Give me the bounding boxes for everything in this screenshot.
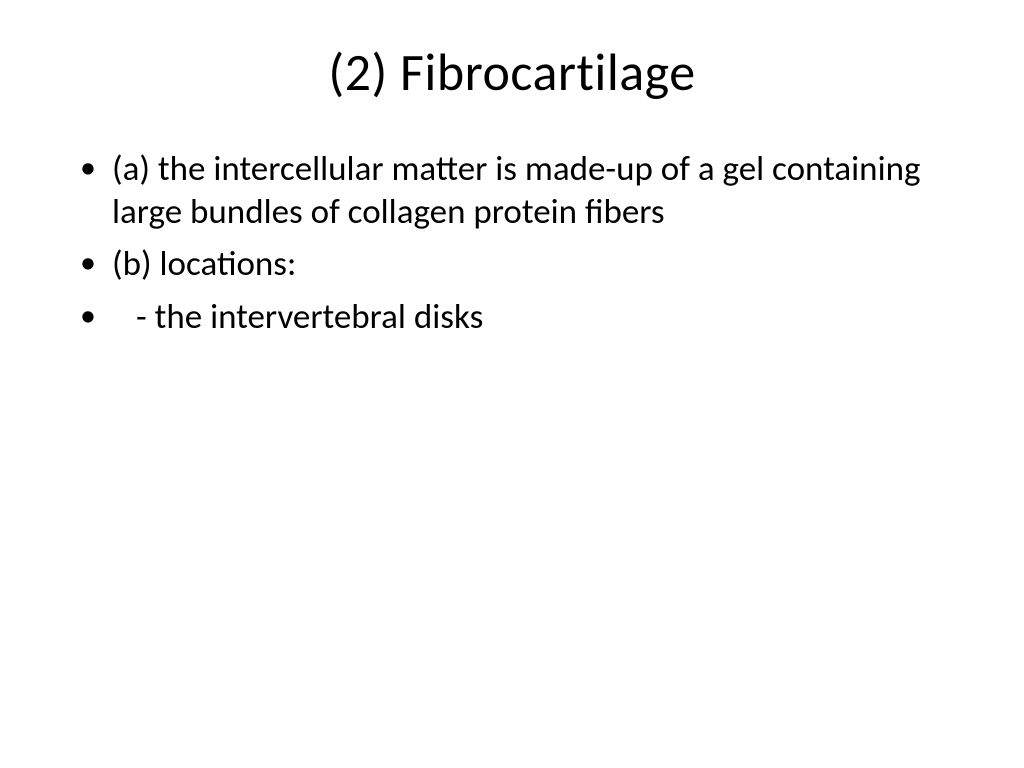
bullet-list: (a) the intercellular matter is made-up …: [70, 148, 954, 339]
bullet-item: (a) the intercellular matter is made-up …: [70, 148, 954, 233]
bullet-sub-text: - the intervertebral disks: [112, 296, 483, 339]
slide-title: (2) Fibrocartilage: [70, 40, 954, 104]
bullet-item: (b) locations:: [70, 243, 954, 286]
bullet-item: - the intervertebral disks: [70, 296, 954, 339]
slide-container: (2) Fibrocartilage (a) the intercellular…: [0, 0, 1024, 768]
